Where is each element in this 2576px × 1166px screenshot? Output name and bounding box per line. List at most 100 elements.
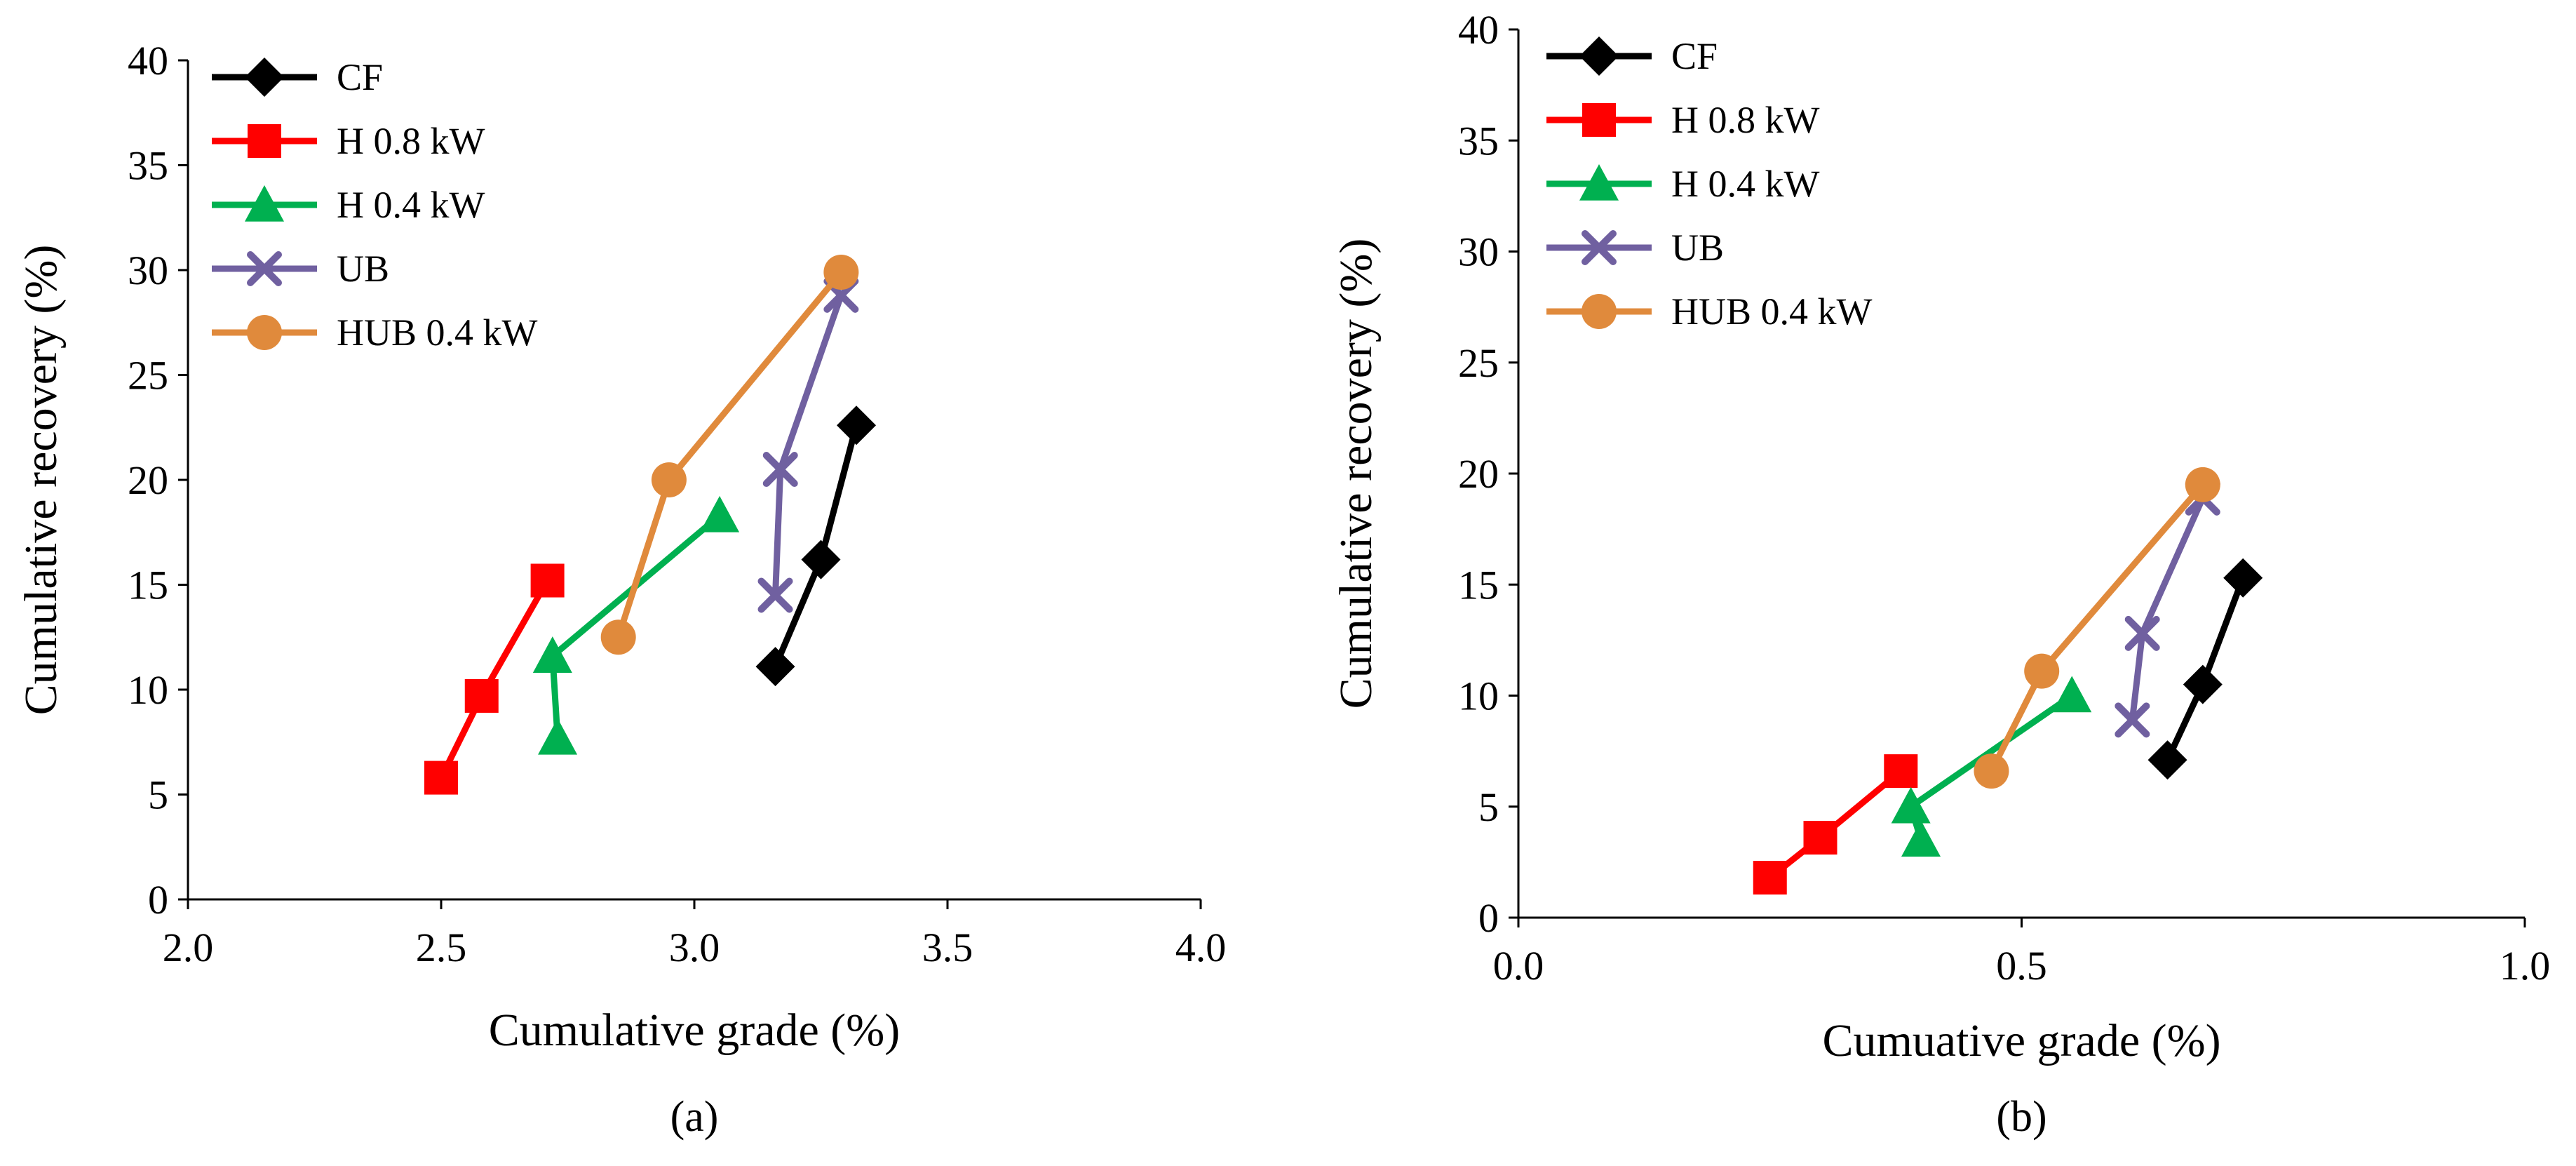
x-tick-label: 4.0 bbox=[1175, 925, 1227, 970]
legend-entry: CF bbox=[212, 56, 383, 98]
legend-marker bbox=[1582, 230, 1617, 265]
y-tick-label: 35 bbox=[1458, 118, 1499, 163]
data-point bbox=[1974, 753, 2009, 789]
data-point bbox=[2115, 702, 2150, 738]
legend-marker bbox=[1579, 36, 1619, 76]
data-point bbox=[532, 636, 572, 673]
series-4 bbox=[600, 254, 859, 655]
legend-label: HUB 0.4 kW bbox=[1671, 290, 1873, 333]
data-point-stroke-2 bbox=[2115, 702, 2150, 738]
series-4 bbox=[1974, 467, 2220, 789]
data-point bbox=[1884, 754, 1918, 789]
data-point-stroke-2 bbox=[2124, 615, 2160, 651]
series-1 bbox=[424, 563, 565, 795]
y-tick-label: 30 bbox=[128, 248, 168, 293]
legend-entry: H 0.8 kW bbox=[1546, 99, 1819, 141]
legend-label: CF bbox=[1671, 35, 1718, 77]
y-axis-title: Cumulative recovery (%) bbox=[15, 245, 67, 716]
legend-marker bbox=[1579, 164, 1619, 201]
data-point bbox=[464, 678, 499, 713]
data-point bbox=[1891, 786, 1931, 824]
legend-marker bbox=[247, 315, 282, 350]
data-point bbox=[755, 647, 795, 687]
legend-marker bbox=[248, 124, 281, 158]
legend-entry: UB bbox=[212, 248, 389, 290]
y-tick-label: 40 bbox=[1458, 7, 1499, 53]
data-point bbox=[1901, 820, 1941, 857]
data-point bbox=[801, 540, 841, 579]
y-axis-title: Cumulative recovery (%) bbox=[1330, 239, 1382, 709]
x-tick-label: 0.0 bbox=[1493, 943, 1544, 989]
data-point bbox=[2124, 615, 2160, 651]
legend-entry: HUB 0.4 kW bbox=[1546, 290, 1873, 333]
series-0 bbox=[2147, 558, 2263, 780]
panel-label: (b) bbox=[1996, 1093, 2046, 1141]
series-line bbox=[549, 512, 723, 742]
data-point bbox=[2223, 558, 2263, 598]
series-2 bbox=[1891, 676, 2092, 857]
series-1 bbox=[1753, 754, 1918, 895]
legend-label: H 0.4 kW bbox=[1671, 163, 1819, 205]
data-point bbox=[530, 563, 565, 598]
legend-label: H 0.8 kW bbox=[1671, 99, 1819, 141]
x-tick-label: 2.0 bbox=[163, 925, 214, 970]
data-point bbox=[2024, 653, 2060, 689]
y-tick-label: 5 bbox=[1478, 784, 1499, 830]
data-point bbox=[2183, 664, 2223, 704]
data-point bbox=[1803, 821, 1837, 855]
legend-marker bbox=[245, 185, 284, 222]
legend-marker-stroke-2 bbox=[1582, 230, 1617, 265]
legend-marker bbox=[245, 58, 284, 97]
y-tick-label: 0 bbox=[148, 877, 168, 923]
legend-label: HUB 0.4 kW bbox=[337, 311, 538, 354]
x-axis-title: Cumulative grade (%) bbox=[489, 1005, 900, 1056]
x-tick-label: 3.0 bbox=[669, 925, 720, 970]
data-point bbox=[823, 254, 859, 290]
data-point bbox=[424, 760, 458, 795]
panel-label: (a) bbox=[670, 1093, 719, 1141]
legend-label: UB bbox=[337, 248, 389, 290]
legend-label: UB bbox=[1671, 227, 1724, 269]
y-tick-label: 30 bbox=[1458, 229, 1499, 275]
y-tick-label: 10 bbox=[128, 667, 168, 713]
y-tick-label: 0 bbox=[1478, 895, 1499, 941]
data-point bbox=[757, 577, 793, 613]
y-tick-label: 20 bbox=[128, 457, 168, 503]
legend-entry: H 0.4 kW bbox=[212, 184, 485, 226]
y-tick-label: 10 bbox=[1458, 674, 1499, 719]
chart-panel-a: 0 5 10 15 20 25 30 35 40 2.0 2.5 3.0 3.5 4.0 Cumulativ… bbox=[15, 38, 1226, 1141]
legend-label: H 0.4 kW bbox=[337, 184, 485, 226]
legend-label: H 0.8 kW bbox=[337, 120, 485, 162]
series-2 bbox=[532, 495, 740, 755]
legend-marker-stroke-2 bbox=[247, 251, 282, 286]
y-tick-label: 5 bbox=[148, 772, 168, 818]
legend-entry: UB bbox=[1546, 227, 1724, 269]
y-tick-label: 15 bbox=[128, 563, 168, 608]
y-tick-label: 25 bbox=[1458, 340, 1499, 386]
x-tick-label: 2.5 bbox=[416, 925, 467, 970]
legend-entry: CF bbox=[1546, 35, 1718, 77]
chart-panel-b: 0 5 10 15 20 25 30 35 40 0.0 0.5 1.0 Cumuative grade… bbox=[1330, 7, 2550, 1141]
data-point bbox=[2052, 676, 2092, 713]
legend-label: CF bbox=[337, 56, 383, 98]
legend-entry: HUB 0.4 kW bbox=[212, 311, 538, 354]
legend-marker bbox=[247, 251, 282, 286]
series-0 bbox=[755, 406, 877, 687]
data-point bbox=[651, 462, 687, 497]
legend-entry: H 0.4 kW bbox=[1546, 163, 1819, 205]
x-tick-label: 1.0 bbox=[2500, 943, 2551, 989]
x-axis-title: Cumuative grade (%) bbox=[1822, 1015, 2220, 1066]
y-tick-label: 15 bbox=[1458, 562, 1499, 608]
data-point bbox=[2147, 740, 2187, 780]
legend-entry: H 0.8 kW bbox=[212, 120, 485, 162]
x-tick-label: 0.5 bbox=[1996, 943, 2047, 989]
x-tick-label: 3.5 bbox=[922, 925, 973, 970]
data-point-stroke-2 bbox=[757, 577, 793, 613]
data-point bbox=[1753, 861, 1787, 895]
data-point-stroke-2 bbox=[762, 452, 798, 488]
y-tick-label: 25 bbox=[128, 353, 168, 398]
y-tick-label: 40 bbox=[128, 38, 168, 83]
series-3 bbox=[757, 277, 859, 613]
data-point bbox=[762, 452, 798, 488]
